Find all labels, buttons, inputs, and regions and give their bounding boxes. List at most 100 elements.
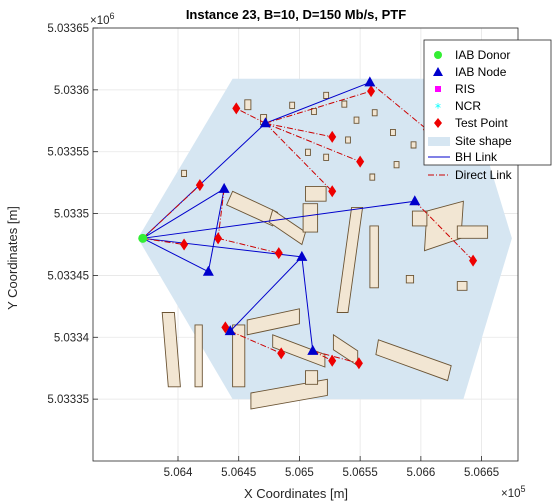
building [405, 274, 415, 284]
y-tick-label: 5.03335 [47, 394, 89, 406]
building [250, 378, 328, 410]
building [289, 101, 296, 109]
building [345, 136, 351, 144]
legend-item-test-point: Test Point [434, 116, 508, 130]
test-point-marker [232, 102, 241, 115]
bh-link [142, 188, 225, 239]
building [371, 109, 378, 117]
building [244, 99, 252, 111]
building [161, 312, 181, 388]
iab-node-marker [409, 195, 421, 206]
building [302, 203, 319, 233]
building [323, 91, 330, 99]
direct-link [142, 184, 201, 239]
building [268, 209, 307, 246]
direct-link [369, 82, 428, 130]
test-point-marker [354, 357, 363, 370]
y-exponent: ×106 [90, 11, 115, 27]
iab-node-marker [364, 76, 376, 87]
building [353, 116, 360, 124]
building [305, 148, 311, 156]
direct-link [414, 200, 474, 261]
legend-label: Test Point [455, 116, 508, 130]
building [393, 161, 400, 169]
legend-item-iab-node: IAB Node [433, 65, 507, 79]
test-point-marker [274, 247, 283, 260]
legend-square-marker [435, 86, 441, 92]
direct-link [230, 330, 282, 354]
legend-item-site-shape: Site shape [428, 134, 512, 148]
building [410, 141, 417, 149]
y-axis-ticks: 5.033355.03345.033455.03355.033555.03365… [47, 23, 98, 406]
legend-label: NCR [455, 99, 481, 113]
building [305, 185, 327, 202]
site-shape-layer [137, 78, 512, 400]
legend-star-marker: * [435, 101, 441, 115]
bh-link [142, 200, 415, 239]
building [369, 225, 379, 289]
building [246, 308, 300, 336]
legend-item-iab-donor: IAB Donor [434, 48, 510, 62]
iab-node-marker [202, 265, 214, 276]
chart-title: Instance 23, B=10, D=150 Mb/s, PTF [186, 7, 406, 22]
axes-frame [92, 27, 519, 462]
y-tick-label: 5.03365 [47, 23, 89, 35]
building [456, 281, 468, 291]
building [369, 173, 376, 181]
building [411, 210, 428, 227]
building [305, 370, 319, 385]
bh-link [229, 256, 303, 332]
test-point-marker [277, 347, 286, 360]
building [341, 100, 348, 108]
test-point-marker [356, 155, 365, 168]
buildings-layer [161, 91, 489, 410]
direct-link [236, 107, 266, 124]
direct-link [265, 122, 361, 163]
building [194, 324, 203, 388]
legend-item-ncr: * NCR [435, 99, 481, 115]
x-tick-label: 5.0655 [343, 467, 378, 479]
building [226, 190, 279, 227]
test-point-marker [367, 85, 376, 98]
iab-donor-marker [138, 233, 148, 243]
legend-triangle-marker [433, 67, 443, 76]
legend-label: BH Link [455, 150, 498, 164]
y-tick-label: 5.0334 [54, 332, 90, 344]
legend-item-ris: RIS [435, 82, 475, 96]
x-tick-label: 5.066 [406, 467, 435, 479]
x-axis-label: X Coordinates [m] [244, 486, 348, 501]
building [456, 225, 489, 239]
y-tick-label: 5.03355 [47, 147, 89, 159]
legend-diamond-marker [434, 118, 442, 128]
y-tick-label: 5.0336 [54, 85, 89, 97]
x-axis-ticks: 5.064 5.0645 5.065 5.0655 5.066 5.0665 [164, 456, 499, 479]
direct-link [142, 237, 185, 245]
iab-node-marker [224, 325, 236, 336]
iab-node-marker [307, 344, 319, 355]
bh-link [301, 256, 314, 351]
bh-link [142, 237, 209, 273]
direct-link [265, 122, 333, 192]
building [390, 128, 396, 137]
legend-patch-marker [428, 137, 450, 146]
legend: IAB Donor IAB Node RIS * NCR Test Point … [423, 39, 552, 166]
test-point-marker [195, 179, 204, 192]
legend-item-bh-link: BH Link [428, 150, 498, 164]
bh-link [265, 81, 371, 124]
building [181, 169, 187, 177]
legend-label: Direct Link [455, 168, 513, 182]
direct-links-layer [142, 82, 474, 364]
building [272, 334, 326, 368]
legend-label: Site shape [455, 134, 512, 148]
x-tick-label: 5.0645 [221, 467, 256, 479]
direct-link [265, 90, 372, 124]
legend-item-direct-link: Direct Link [428, 168, 513, 182]
x-tick-label: 5.0665 [464, 467, 499, 479]
building [323, 153, 330, 161]
x-exponent: ×105 [501, 484, 526, 500]
legend-label: RIS [455, 82, 475, 96]
x-tick-label: 5.065 [285, 467, 314, 479]
building [375, 339, 452, 382]
y-axis-label: Y Coordinates [m] [5, 206, 20, 310]
